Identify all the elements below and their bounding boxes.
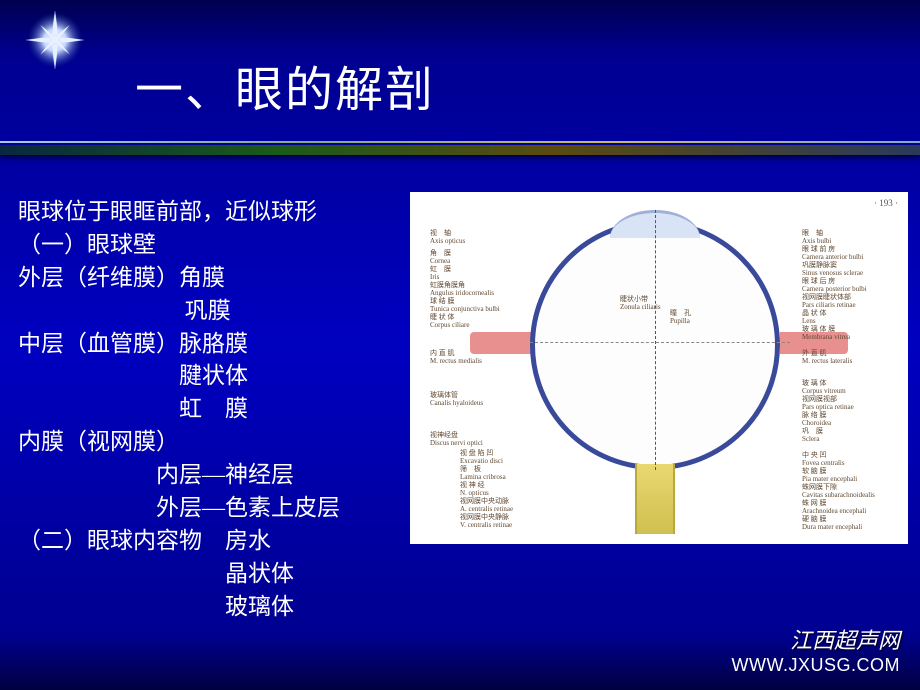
diagram-label: 玻璃体管 Canalis hyaloideus [430, 392, 483, 407]
body-line: 巩膜 [18, 295, 418, 328]
diagram-label: 虹膜角膜角 Angulus iridocornealis [430, 282, 494, 297]
eye-mid-line [530, 342, 790, 343]
slide-body: 眼球位于眼眶前部，近似球形 （一）眼球壁 外层（纤维膜）角膜 巩膜 中层（血管膜… [18, 196, 418, 623]
diagram-label: 硬 脑 膜 Dura mater encephali [802, 516, 862, 531]
diagram-label: 巩 膜 Sclera [802, 428, 823, 443]
body-line: 玻璃体 [18, 591, 418, 624]
diagram-label: 筛 板 Lamina cribrosa [460, 466, 506, 481]
diagram-label: 玻 璃 体 膜 Membrana vitrea [802, 326, 850, 341]
diagram-label: 视网膜中央静脉 V. centralis retinae [460, 514, 512, 529]
bullet-star-icon [25, 10, 85, 70]
body-line: 内层—神经层 [18, 459, 418, 492]
divider-highlight [0, 141, 920, 143]
body-line: 外层—色素上皮层 [18, 492, 418, 525]
diagram-label: 视 轴 Axis opticus [430, 230, 465, 245]
divider-band [0, 145, 920, 155]
body-line: 腱状体 [18, 360, 418, 393]
eye-anatomy-diagram: · 193 · 视 轴 Axis opticus角 膜 Cornea虹 膜 Ir… [410, 192, 908, 544]
diagram-label: 睫状小带 Zonula ciliaris [620, 296, 661, 311]
diagram-label: 睫 状 体 Corpus ciliare [430, 314, 469, 329]
footer-site-name: 江西超声网 [732, 623, 900, 655]
diagram-label: 巩膜静脉窦 Sinus venosus sclerae [802, 262, 863, 277]
diagram-label: 角 膜 Cornea [430, 250, 451, 265]
diagram-label: 内 直 肌 M. rectus medialis [430, 350, 482, 365]
body-line: 虹 膜 [18, 393, 418, 426]
diagram-label: 眼 球 前 房 Camera anterior bulbi [802, 246, 863, 261]
diagram-label: 视网膜中央动脉 A. centralis retinae [460, 498, 513, 513]
diagram-label: 虹 膜 Iris [430, 266, 451, 281]
diagram-label: 视 神 经 N. opticus [460, 482, 489, 497]
diagram-label: 蛛 网 膜 Arachnoidea encephali [802, 500, 866, 515]
body-line: 眼球位于眼眶前部，近似球形 [18, 196, 418, 229]
optic-nerve-shape [635, 464, 675, 534]
diagram-label: 脉 络 膜 Choroidea [802, 412, 831, 427]
diagram-label: 视网膜视部 Pars optica retinae [802, 396, 854, 411]
footer-site-url: WWW.JXUSG.COM [732, 655, 900, 676]
diagram-label: 外 直 肌 M. rectus lateralis [802, 350, 852, 365]
diagram-label: 眼 球 后 房 Camera posterior bulbi [802, 278, 867, 293]
diagram-figure: 视 轴 Axis opticus 角 膜 Cornea虹 膜 Iris虹膜角膜角 … [410, 192, 908, 544]
body-line: 内膜（视网膜） [18, 426, 418, 459]
diagram-label: 玻 璃 体 Corpus vitreum [802, 380, 846, 395]
diagram-label: 球 结 膜 Tunica conjunctiva bulbi [430, 298, 500, 313]
footer-site: 江西超声网 WWW.JXUSG.COM [732, 623, 900, 676]
body-line: 中层（血管膜）脉胳膜 [18, 328, 418, 361]
body-line: 晶状体 [18, 558, 418, 591]
diagram-label: 中 央 凹 Fovea centralis [802, 452, 845, 467]
diagram-label: 视 盘 陷 凹 Excavatio disci [460, 450, 503, 465]
body-line: （一）眼球壁 [18, 229, 418, 262]
diagram-label: 视神经盘 Discus nervi optici [430, 432, 483, 447]
body-line: （二）眼球内容物 房水 [18, 525, 418, 558]
diagram-label: 瞳 孔 Pupilla [670, 310, 691, 325]
diagram-label: 视网膜睫状体部 Pars ciliaris retinae [802, 294, 856, 309]
diagram-label: 晶 状 体 Lens [802, 310, 827, 325]
diagram-label: 蛛网膜下隙 Cavitas subarachnoidealis [802, 484, 875, 499]
eye-axis-line [655, 210, 656, 470]
slide-title: 一、眼的解剖 [135, 50, 435, 120]
diagram-label: 软 脑 膜 Pia mater encephali [802, 468, 857, 483]
diagram-label: 眼 轴 Axis bulbi [802, 230, 831, 245]
body-line: 外层（纤维膜）角膜 [18, 262, 418, 295]
